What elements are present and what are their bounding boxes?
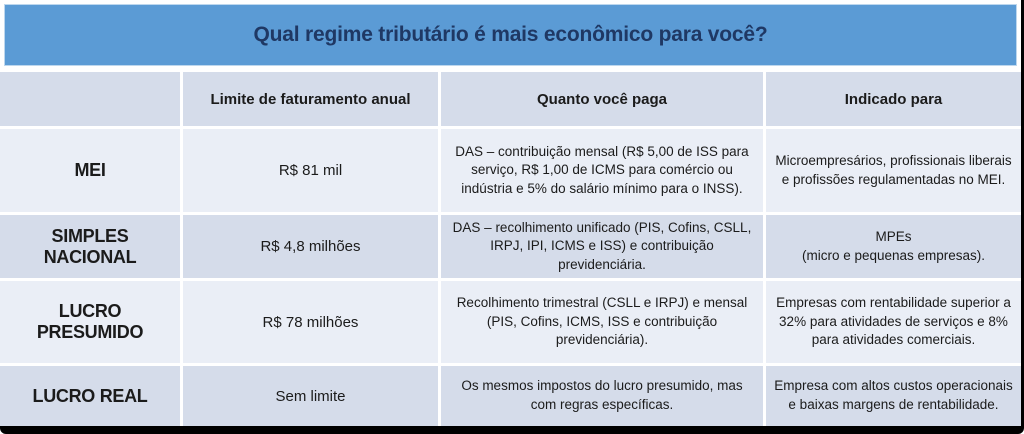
regime-cell-lucro-presumido: LUCRO PRESUMIDO xyxy=(0,281,180,363)
paga-cell-mei: DAS – contribuição mensal (R$ 5,00 de IS… xyxy=(441,129,763,212)
limite-cell-mei: R$ 81 mil xyxy=(183,129,438,212)
regime-cell-mei: MEI xyxy=(0,129,180,212)
page-title: Qual regime tributário é mais econômico … xyxy=(253,23,768,46)
paga-cell-lucro-presumido: Recolhimento trimestral (CSLL e IRPJ) e … xyxy=(441,281,763,363)
column-header-empty xyxy=(0,72,180,126)
limite-cell-lucro-presumido: R$ 78 milhões xyxy=(183,281,438,363)
indicado-cell-lucro-presumido: Empresas com rentabilidade superior a 32… xyxy=(766,281,1021,363)
tax-regime-table: Limite de faturamento anual Quanto você … xyxy=(0,72,1021,426)
column-header-paga: Quanto você paga xyxy=(441,72,763,126)
limite-cell-lucro-real: Sem limite xyxy=(183,366,438,426)
paga-cell-lucro-real: Os mesmos impostos do lucro presumido, m… xyxy=(441,366,763,426)
column-header-limite: Limite de faturamento anual xyxy=(183,72,438,126)
paga-cell-simples-nacional: DAS – recolhimento unificado (PIS, Cofin… xyxy=(441,215,763,278)
regime-cell-lucro-real: LUCRO REAL xyxy=(0,366,180,426)
regime-cell-simples-nacional: SIMPLES NACIONAL xyxy=(0,215,180,278)
indicado-cell-lucro-real: Empresa com altos custos operacionais e … xyxy=(766,366,1021,426)
limite-cell-simples-nacional: R$ 4,8 milhões xyxy=(183,215,438,278)
title-banner: Qual regime tributário é mais econômico … xyxy=(4,4,1017,66)
column-header-indicado: Indicado para xyxy=(766,72,1021,126)
indicado-cell-simples-nacional: MPEs (micro e pequenas empresas). xyxy=(766,215,1021,278)
indicado-cell-mei: Microempresários, profissionais liberais… xyxy=(766,129,1021,212)
